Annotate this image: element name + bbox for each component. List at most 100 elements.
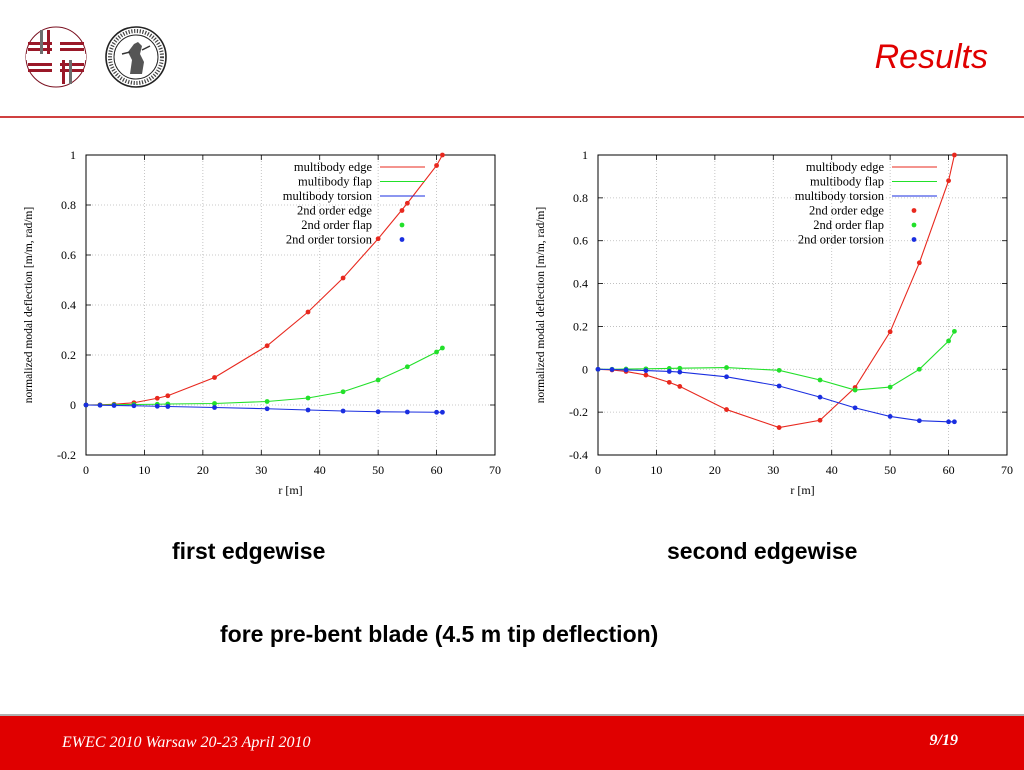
data-point-2nd-order-torsion	[340, 408, 346, 414]
data-point-2nd-order-edge	[643, 372, 649, 378]
legend-swatch-2nd-order-torsion	[399, 237, 405, 242]
data-point-2nd-order-torsion	[375, 409, 381, 415]
footer-conference: EWEC 2010 Warsaw 20-23 April 2010	[62, 734, 311, 751]
lab-logo	[25, 26, 87, 88]
data-point-2nd-order-torsion	[264, 406, 270, 412]
series-line-multibody-flap	[86, 347, 443, 406]
legend-label-multibody-torsion: multibody torsion	[283, 189, 373, 203]
page-title: Results	[874, 38, 988, 76]
data-point-2nd-order-torsion	[154, 403, 160, 409]
data-point-2nd-order-torsion	[643, 368, 649, 373]
x-tick-label: 10	[650, 463, 662, 477]
data-point-2nd-order-edge	[724, 407, 729, 412]
data-point-2nd-order-flap	[340, 389, 346, 395]
data-point-2nd-order-flap	[724, 365, 729, 370]
data-point-2nd-order-edge	[440, 152, 445, 158]
legend-swatch-2nd-order-flap	[399, 222, 405, 228]
series-line-multibody-torsion	[597, 368, 955, 423]
x-tick-label: 10	[138, 463, 150, 477]
x-tick-label: 30	[255, 463, 267, 477]
y-tick-label: -0.4	[569, 448, 588, 462]
data-point-2nd-order-flap	[375, 377, 381, 383]
data-point-2nd-order-edge	[340, 275, 346, 281]
legend-swatch-2nd-order-torsion	[911, 237, 917, 242]
data-point-2nd-order-flap	[952, 328, 957, 334]
data-point-2nd-order-torsion	[83, 402, 89, 408]
caption-blade: fore pre-bent blade (4.5 m tip deflectio…	[220, 621, 659, 647]
y-axis-label: normalized modal deflection [m/m, rad/m]	[23, 207, 35, 403]
x-tick-label: 70	[489, 463, 501, 477]
y-tick-label: 1	[70, 148, 76, 162]
footer-bar: EWEC 2010 Warsaw 20-23 April 2010 9/19	[0, 714, 1024, 770]
data-point-2nd-order-flap	[212, 401, 217, 406]
data-point-2nd-order-flap	[677, 365, 683, 371]
plot-frame	[597, 154, 1008, 456]
data-point-2nd-order-torsion	[887, 414, 893, 419]
y-tick-label: -0.2	[569, 405, 588, 419]
data-point-2nd-order-torsion	[212, 405, 217, 410]
data-point-2nd-order-torsion	[776, 383, 782, 389]
y-tick-label: -0.2	[57, 448, 76, 462]
x-tick-label: 0	[83, 463, 89, 477]
series-line-multibody-edge	[85, 154, 443, 406]
data-point-2nd-order-torsion	[595, 366, 601, 372]
data-point-2nd-order-torsion	[404, 409, 410, 415]
y-tick-label: 0.2	[573, 319, 588, 333]
y-tick-label: 0.8	[573, 191, 588, 205]
footer-page-number: 9/19	[929, 732, 958, 749]
legend-swatch-2nd-order-edge	[399, 208, 405, 213]
legend-label-multibody-flap: multibody flap	[810, 175, 884, 189]
y-tick-label: 0.2	[61, 348, 76, 362]
data-point-2nd-order-flap	[916, 366, 922, 372]
y-tick-label: 0.8	[61, 198, 76, 212]
university-seal	[105, 26, 167, 88]
y-axis-label: normalized modal deflection [m/m, rad/m]	[535, 207, 547, 403]
x-tick-label: 40	[826, 463, 838, 477]
plot-frame	[85, 154, 496, 456]
y-tick-label: 0.6	[61, 248, 76, 262]
data-point-2nd-order-edge	[677, 384, 683, 389]
legend-swatch-2nd-order-flap	[911, 222, 917, 228]
data-point-2nd-order-flap	[776, 367, 782, 373]
data-point-2nd-order-edge	[165, 393, 171, 399]
data-point-2nd-order-torsion	[623, 367, 629, 373]
data-point-2nd-order-torsion	[852, 405, 858, 411]
data-point-2nd-order-torsion	[97, 402, 103, 408]
data-point-2nd-order-edge	[375, 236, 381, 242]
y-tick-label: 0.6	[573, 234, 588, 248]
y-tick-label: 0.4	[573, 277, 588, 291]
header-divider	[0, 116, 1024, 118]
data-point-2nd-order-edge	[916, 260, 922, 266]
legend-label-multibody-torsion: multibody torsion	[795, 189, 885, 203]
data-point-2nd-order-edge	[154, 395, 160, 401]
data-point-2nd-order-torsion	[305, 407, 311, 413]
legend-label-multibody-edge: multibody edge	[294, 160, 373, 174]
legend-label-multibody-flap: multibody flap	[298, 175, 372, 189]
data-point-2nd-order-edge	[887, 329, 893, 335]
data-point-2nd-order-torsion	[131, 403, 137, 409]
data-point-2nd-order-torsion	[165, 404, 171, 409]
data-point-2nd-order-edge	[434, 163, 439, 168]
y-tick-label: 0	[70, 398, 76, 412]
x-tick-label: 70	[1001, 463, 1013, 477]
legend-label-2nd-order-edge: 2nd order edge	[809, 204, 884, 218]
data-point-2nd-order-torsion	[609, 367, 615, 372]
series-line-multibody-torsion	[85, 404, 443, 413]
legend-label-2nd-order-flap: 2nd order flap	[301, 218, 372, 232]
data-point-2nd-order-torsion	[440, 409, 445, 415]
series-line-multibody-edge	[597, 154, 955, 429]
data-point-2nd-order-flap	[264, 399, 270, 404]
legend-label-2nd-order-torsion: 2nd order torsion	[286, 233, 373, 247]
x-axis-label: r [m]	[278, 483, 302, 497]
x-tick-label: 20	[197, 463, 209, 477]
chart-first-edgewise: 0 10 20 30 40 50 60 70 -0.2 0 0.2 0.4 0.6 0.8 1 r [m] no…	[23, 148, 501, 497]
data-point-2nd-order-torsion	[916, 418, 922, 424]
legend-label-2nd-order-edge: 2nd order edge	[297, 204, 372, 218]
x-tick-label: 60	[943, 463, 955, 477]
y-tick-label: 0	[582, 362, 588, 376]
data-point-2nd-order-edge	[666, 379, 672, 385]
data-point-2nd-order-edge	[305, 309, 311, 315]
legend-label-multibody-edge: multibody edge	[806, 160, 885, 174]
data-point-2nd-order-flap	[852, 387, 858, 393]
data-point-2nd-order-flap	[440, 345, 445, 351]
